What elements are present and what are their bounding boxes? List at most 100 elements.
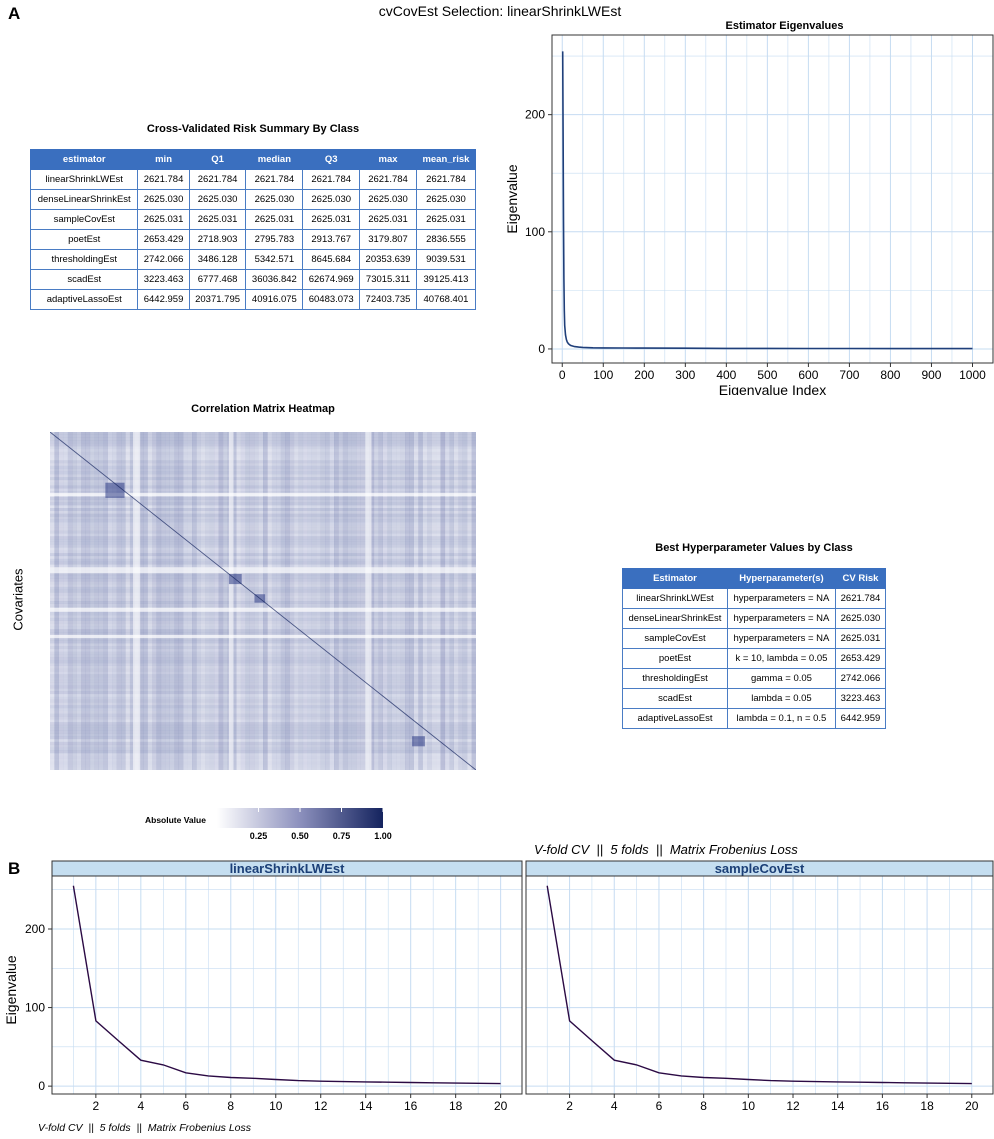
x-tick-label: 800 bbox=[880, 368, 900, 382]
table-cell: 2653.429 bbox=[834, 648, 887, 669]
heatmap-column bbox=[178, 432, 184, 770]
x-tick-label: 1000 bbox=[959, 368, 986, 382]
heatmap-column bbox=[387, 432, 392, 770]
table-cell: 2625.031 bbox=[188, 209, 247, 230]
heatmap-column bbox=[320, 432, 326, 770]
plot-border bbox=[551, 34, 994, 364]
x-axis-label: Eigenvalue Index bbox=[719, 382, 826, 395]
table-cell: 9039.531 bbox=[415, 249, 477, 270]
heatmap-row bbox=[50, 522, 476, 526]
heatmap-column bbox=[138, 432, 144, 770]
table-cell: 40916.075 bbox=[245, 289, 304, 310]
heatmap-column bbox=[147, 432, 153, 770]
heatmap-row bbox=[50, 463, 476, 466]
heatmap-column bbox=[89, 432, 95, 770]
heatmap-legend: 0.25 0.50 0.75 1.00 bbox=[217, 808, 392, 841]
heatmap-band bbox=[50, 607, 476, 612]
heatmap-row bbox=[50, 446, 476, 450]
table-row: scadEst lambda = 0.05 3223.463 bbox=[622, 688, 887, 709]
heatmap-column bbox=[444, 432, 450, 770]
table-cell: gamma = 0.05 bbox=[726, 668, 836, 689]
heatmap-row bbox=[50, 581, 476, 585]
heatmap-column bbox=[103, 432, 108, 770]
heatmap-row bbox=[50, 716, 476, 720]
heatmap-row bbox=[50, 589, 476, 593]
heatmap-column bbox=[174, 432, 179, 770]
heatmap-column bbox=[107, 432, 113, 770]
heatmap-row bbox=[50, 550, 476, 553]
table-cell: 60483.073 bbox=[302, 289, 361, 310]
facet-eigenvalue-chart: EigenvalueEigenvalue IndexlinearShrinkLW… bbox=[3, 860, 994, 1113]
heatmap-column bbox=[214, 432, 219, 770]
table-cell: 2625.031 bbox=[359, 209, 417, 230]
table-cell: 2625.031 bbox=[302, 209, 361, 230]
main-title: cvCovEst Selection: linearShrinkLWEst bbox=[378, 3, 622, 19]
risk-table-title: Cross-Validated Risk Summary By Class bbox=[146, 123, 360, 135]
heatmap-row bbox=[50, 753, 476, 756]
legend-tick-label: 0.50 bbox=[291, 831, 309, 841]
risk-header-cell: min bbox=[137, 149, 190, 170]
heatmap-column bbox=[245, 432, 250, 770]
legend-title: Absolute Value bbox=[145, 815, 206, 825]
table-cell: 2742.066 bbox=[137, 249, 190, 270]
heatmap-column bbox=[183, 432, 188, 770]
table-cell: poetEst bbox=[29, 229, 139, 250]
x-tick-label: 6 bbox=[656, 1099, 663, 1113]
heatmap-column bbox=[405, 432, 410, 770]
x-tick-label: 2 bbox=[93, 1099, 100, 1113]
heatmap-column bbox=[427, 432, 432, 770]
heatmap-row bbox=[50, 722, 476, 726]
y-axis-label: Eigenvalue bbox=[504, 164, 520, 233]
table-cell: hyperparameters = NA bbox=[726, 608, 836, 629]
table-cell: 2625.031 bbox=[834, 628, 887, 649]
heatmap-row bbox=[50, 513, 476, 517]
table-cell: 2621.784 bbox=[834, 588, 887, 609]
x-tick-label: 20 bbox=[965, 1099, 979, 1113]
heatmap-column bbox=[94, 432, 99, 770]
heatmap-column bbox=[165, 432, 170, 770]
heatmap-row bbox=[50, 432, 476, 435]
heatmap-diagonal bbox=[50, 432, 476, 770]
heatmap-column bbox=[378, 432, 383, 770]
heatmap-row bbox=[50, 762, 476, 765]
heatmap-row bbox=[50, 525, 476, 528]
heatmap-column bbox=[156, 432, 162, 770]
heatmap-column bbox=[338, 432, 343, 770]
heatmap-row bbox=[50, 759, 476, 762]
heatmap-column bbox=[413, 432, 419, 770]
heatmap-row bbox=[50, 508, 476, 511]
table-cell: 2653.429 bbox=[137, 229, 190, 250]
table-cell: 2621.784 bbox=[415, 169, 477, 190]
heatmap-column bbox=[373, 432, 379, 770]
heatmap-block bbox=[105, 482, 125, 498]
heatmap-column bbox=[334, 432, 339, 770]
heatmap-row bbox=[50, 750, 476, 754]
heatmap-column bbox=[431, 432, 437, 770]
heatmap-column bbox=[449, 432, 454, 770]
table-cell: 2742.066 bbox=[834, 668, 887, 689]
x-tick-label: 16 bbox=[404, 1099, 418, 1113]
legend-tick-label: 1.00 bbox=[374, 831, 392, 841]
x-tick-label: 300 bbox=[675, 368, 695, 382]
heatmap-column bbox=[396, 432, 401, 770]
table-cell: 2913.767 bbox=[302, 229, 361, 250]
heatmap-row bbox=[50, 640, 476, 644]
heatmap-row bbox=[50, 657, 476, 661]
heatmap-row bbox=[50, 572, 476, 576]
heatmap-row bbox=[50, 468, 476, 472]
x-tick-label: 14 bbox=[359, 1099, 373, 1113]
heatmap-column bbox=[76, 432, 82, 770]
table-cell: 6777.468 bbox=[188, 269, 247, 290]
table-cell: denseLinearShrinkEst bbox=[622, 608, 728, 629]
heatmap-band bbox=[365, 432, 372, 770]
heatmap-row bbox=[50, 671, 476, 674]
heatmap-row bbox=[50, 637, 476, 641]
heatmap-row bbox=[50, 505, 476, 508]
table-row: linearShrinkLWEst hyperparameters = NA 262… bbox=[622, 588, 887, 609]
table-cell: 3179.807 bbox=[359, 229, 417, 250]
heatmap-row bbox=[50, 660, 476, 664]
heatmap-column bbox=[218, 432, 224, 770]
y-tick-label: 200 bbox=[25, 922, 45, 936]
x-tick-label: 10 bbox=[742, 1099, 756, 1113]
x-tick-label: 12 bbox=[314, 1099, 328, 1113]
